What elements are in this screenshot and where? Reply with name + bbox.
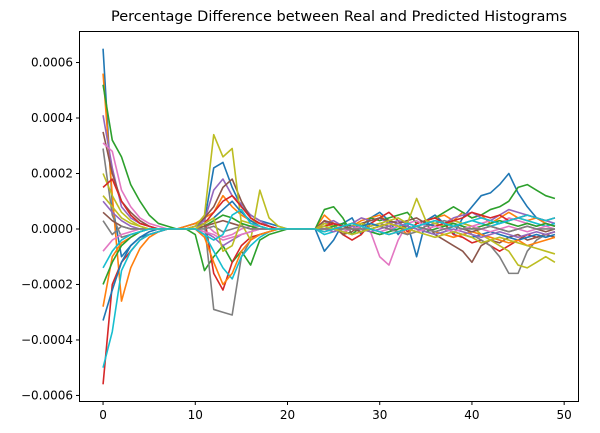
x-axis: 0 10 20 30 40 50 (99, 401, 572, 422)
x-tick-label: 10 (188, 408, 203, 422)
y-tick-label: 0.0000 (31, 222, 73, 236)
y-axis: −0.0006 −0.0004 −0.0002 0.0000 0.0002 0.0004 0… (21, 56, 80, 402)
x-tick-label: 40 (464, 408, 479, 422)
series-line-8 (102, 148, 556, 316)
x-tick-label: 50 (557, 408, 572, 422)
series-line-9 (102, 133, 556, 269)
x-tick-label: 0 (99, 408, 107, 422)
plot-area-frame (79, 31, 579, 402)
y-tick-label: −0.0004 (21, 333, 73, 347)
y-tick-label: −0.0006 (21, 388, 73, 402)
x-tick-label: 30 (372, 408, 387, 422)
series-line-6 (102, 131, 556, 264)
series-line-2 (102, 73, 556, 302)
series-layer (102, 48, 556, 385)
y-tick-label: 0.0002 (31, 166, 73, 180)
y-tick-label: 0.0004 (31, 111, 73, 125)
y-tick-label: 0.0006 (31, 56, 73, 70)
x-tick-label: 20 (280, 408, 295, 422)
chart-title: Percentage Difference between Real and P… (111, 9, 567, 25)
y-tick-label: −0.0002 (21, 277, 73, 291)
series-line-20 (102, 208, 556, 269)
